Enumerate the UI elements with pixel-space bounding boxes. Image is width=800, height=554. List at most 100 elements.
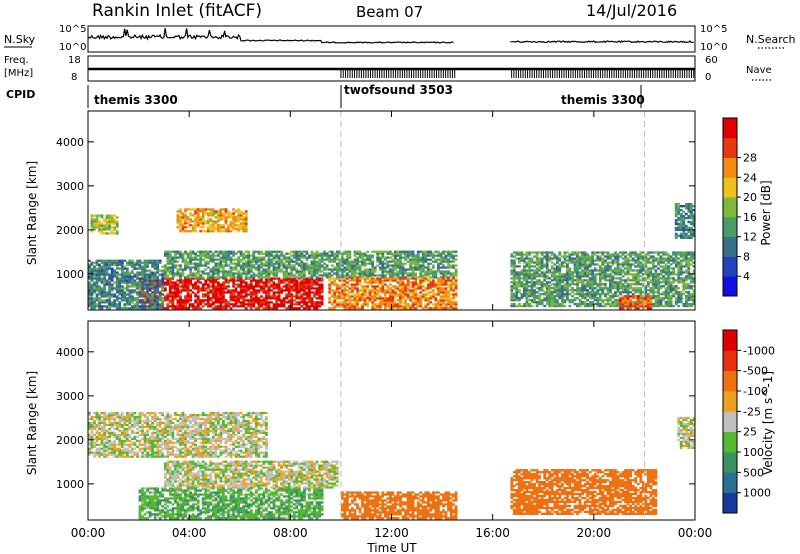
heatmap-cell	[295, 307, 299, 310]
heatmap-cell	[621, 271, 625, 274]
heatmap-cell	[217, 293, 220, 296]
heatmap-cell	[576, 251, 579, 254]
heatmap-cell	[421, 266, 425, 269]
heatmap-cell	[606, 267, 610, 270]
heatmap-cell	[158, 259, 162, 262]
heatmap-cell	[133, 291, 137, 294]
heatmap-cell	[270, 279, 273, 282]
heatmap-cell	[591, 253, 595, 256]
heatmap-cell	[366, 254, 369, 257]
heatmap-cell	[163, 250, 167, 253]
heatmap-cell	[626, 259, 630, 262]
heatmap-cell	[214, 279, 218, 282]
heatmap-cell	[566, 289, 569, 292]
heatmap-cell	[576, 265, 579, 268]
heatmap-cell	[330, 289, 334, 292]
heatmap-cell	[128, 263, 132, 266]
heatmap-cell	[657, 273, 660, 276]
heatmap-cell	[512, 255, 516, 258]
heatmap-cell	[88, 277, 91, 280]
heatmap-cell	[196, 264, 200, 267]
heatmap-cell	[442, 264, 445, 267]
heatmap-cell	[335, 297, 339, 300]
heatmap-cell	[199, 226, 203, 229]
heatmap-cell	[219, 252, 223, 255]
heatmap-cell	[184, 264, 187, 267]
heatmap-cell	[95, 297, 99, 300]
heatmap-cell	[581, 251, 584, 254]
heatmap-cell	[199, 208, 203, 211]
heatmap-cell	[206, 212, 210, 215]
heatmap-cell	[335, 283, 339, 286]
heatmap-cell	[419, 287, 423, 290]
heatmap-cell	[166, 276, 170, 279]
heatmap-cell	[351, 272, 354, 275]
heatmap-cell	[548, 297, 552, 300]
heatmap-cell	[444, 299, 448, 302]
heatmap-cell	[371, 250, 375, 253]
heatmap-cell	[376, 274, 380, 277]
heatmap-cell	[609, 287, 612, 290]
heatmap-cell	[100, 232, 104, 235]
heatmap-cell	[444, 258, 448, 261]
heatmap-cell	[325, 272, 329, 275]
heatmap-cell	[209, 214, 213, 217]
heatmap-cell	[194, 216, 197, 219]
heatmap-cell	[571, 301, 574, 304]
heatmap-cell	[652, 261, 655, 264]
heatmap-cell	[181, 260, 185, 263]
heatmap-cell	[239, 303, 243, 306]
heatmap-cell	[249, 293, 253, 296]
heatmap-cell	[399, 305, 402, 308]
heatmap-cell	[201, 252, 205, 255]
heatmap-cell	[571, 259, 574, 262]
heatmap-cell	[371, 264, 375, 267]
heatmap-cell	[561, 297, 564, 300]
heatmap-cell	[191, 220, 195, 223]
heatmap-cell	[211, 279, 215, 282]
heatmap-cell	[356, 262, 359, 265]
heatmap-cell	[573, 251, 577, 254]
heatmap-cell	[598, 279, 602, 282]
heatmap-cell	[146, 295, 149, 298]
heatmap-cell	[449, 297, 453, 300]
heatmap-cell	[151, 259, 154, 262]
heatmap-cell	[573, 299, 577, 302]
heatmap-cell	[545, 259, 549, 262]
heatmap-cell	[434, 254, 438, 257]
heatmap-cell	[641, 269, 645, 272]
heatmap-cell	[282, 285, 286, 288]
heatmap-cell	[206, 297, 210, 300]
heatmap-cell	[270, 262, 273, 265]
heatmap-cell	[520, 251, 524, 254]
heatmap-cell	[512, 267, 516, 270]
heatmap-cell	[168, 285, 172, 288]
heatmap-cell	[229, 222, 233, 225]
heatmap-cell	[404, 307, 407, 310]
heatmap-cell	[290, 285, 294, 288]
nave-label: Nave	[746, 65, 772, 76]
heatmap-cell	[437, 266, 440, 269]
heatmap-cell	[442, 307, 445, 310]
heatmap-cell	[108, 305, 111, 308]
heatmap-cell	[217, 297, 220, 300]
heatmap-cell	[411, 254, 415, 257]
heatmap-cell	[437, 264, 440, 267]
heatmap-cell	[232, 226, 235, 229]
heatmap-cell	[604, 295, 607, 298]
heatmap-cell	[568, 257, 572, 260]
heatmap-cell	[518, 283, 521, 286]
heatmap-cell	[386, 252, 390, 255]
heatmap-cell	[624, 287, 627, 290]
heatmap-cell	[373, 289, 377, 292]
heatmap-cell	[346, 305, 349, 308]
heatmap-cell	[219, 305, 223, 308]
heatmap-cell	[629, 251, 632, 254]
heatmap-cell	[639, 251, 643, 254]
heatmap-cell	[204, 303, 208, 306]
heatmap-cell	[171, 264, 175, 267]
heatmap-cell	[227, 216, 230, 219]
heatmap-cell	[292, 281, 296, 284]
heatmap-cell	[444, 287, 448, 290]
heatmap-cell	[300, 264, 304, 267]
